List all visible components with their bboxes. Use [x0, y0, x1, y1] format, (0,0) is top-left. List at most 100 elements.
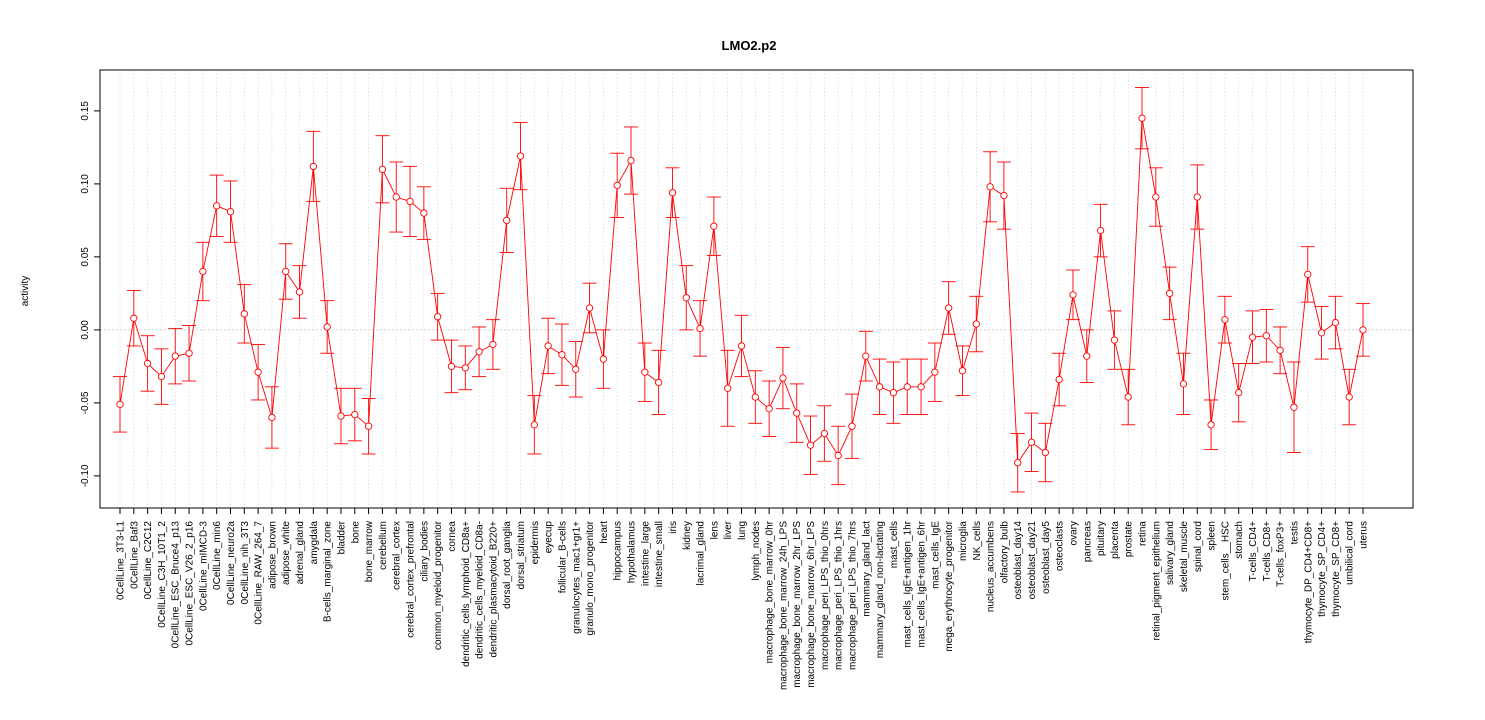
- data-point: [461, 364, 469, 372]
- y-axis-label: activity: [20, 276, 31, 307]
- data-point: [1152, 193, 1160, 201]
- x-tick-label: macrophage_bone_marrow_0hr: [765, 520, 776, 663]
- data-point: [1193, 193, 1201, 201]
- data-point: [889, 389, 898, 397]
- data-point: [143, 359, 152, 368]
- data-point: [875, 383, 884, 391]
- data-point: [945, 304, 953, 312]
- x-tick-label: lacrimal_gland: [696, 521, 707, 585]
- data-point: [986, 183, 994, 191]
- data-point: [1235, 389, 1243, 397]
- data-point: [585, 304, 594, 312]
- data-point: [503, 216, 511, 225]
- data-point: [641, 368, 649, 376]
- x-tick-label: osteoclasts: [1055, 521, 1066, 571]
- x-tick-label: stem_cells__HSC: [1220, 521, 1231, 600]
- data-point: [516, 152, 525, 160]
- x-tick-label: NK_cells: [972, 521, 983, 560]
- plot-frame: [99, 69, 1414, 509]
- data-point: [1304, 270, 1312, 279]
- x-tick-label: lymph_nodes: [751, 521, 762, 580]
- data-point: [489, 340, 497, 349]
- x-tick-label: cerebellum: [378, 521, 389, 570]
- data-point: [116, 400, 124, 408]
- data-point: [1221, 316, 1229, 324]
- x-tick-label: bone: [350, 521, 361, 544]
- series-line: [119, 118, 1364, 465]
- data-point: [917, 383, 925, 391]
- data-point: [434, 313, 442, 321]
- data-point: [599, 355, 608, 363]
- x-tick-label: thymocyte_SP_CD4+: [1317, 521, 1328, 617]
- x-tick-label: olfactory_bulb: [999, 521, 1010, 584]
- data-point: [627, 156, 635, 165]
- data-point: [213, 202, 221, 210]
- x-tick-label: follicular_B-cells: [557, 521, 568, 593]
- x-tick-label: hippocampus: [613, 521, 624, 580]
- data-point: [572, 365, 580, 373]
- x-tick-label: 0CellLine_mIMCD-3: [198, 521, 209, 611]
- x-tick-label: lens: [709, 521, 720, 539]
- data-point: [364, 422, 373, 430]
- x-tick-label: macrophage_peri_LPS_thio_7hrs: [847, 521, 858, 670]
- y-tick-label: 0.05: [80, 247, 91, 267]
- x-tick-label: heart: [599, 521, 610, 544]
- data-point: [668, 188, 677, 197]
- data-point: [447, 362, 456, 371]
- data-point: [226, 207, 235, 216]
- x-tick-label: spinal_cord: [1193, 521, 1204, 572]
- grid-layer: [100, 70, 1413, 508]
- x-tick-label: 0CellLine_3T3-L1: [116, 521, 127, 600]
- x-tick-label: liver: [723, 520, 734, 539]
- data-point: [530, 421, 538, 429]
- data-point: [793, 409, 801, 417]
- data-point: [558, 351, 566, 359]
- x-tick-label: osteoblast_day14: [1013, 521, 1024, 600]
- x-tick-label: dorsal_root_ganglia: [502, 521, 513, 609]
- data-point: [1290, 403, 1298, 411]
- data-point: [1096, 226, 1105, 235]
- data-point: [1041, 448, 1049, 457]
- data-point: [1345, 393, 1353, 401]
- x-tick-label: T-cells_CD4+: [1248, 521, 1259, 581]
- x-tick-label: epidermis: [530, 521, 541, 564]
- x-tick-label: pituitary: [1096, 521, 1107, 556]
- data-point: [1055, 375, 1063, 384]
- data-point: [724, 384, 732, 392]
- x-tick-label: retinal_pigment_epithelium: [1151, 521, 1162, 641]
- data-point: [696, 324, 704, 333]
- data-point: [157, 372, 166, 381]
- x-tick-label: mast_cells_IgE: [930, 521, 941, 589]
- data-point: [737, 342, 746, 350]
- data-point: [323, 323, 331, 331]
- x-tick-label: mammary_gland_lact: [861, 521, 872, 617]
- x-tick-label: cerebral_cortex_prefrontal: [406, 521, 417, 638]
- data-point: [862, 352, 870, 360]
- x-tick-label: bone_marrow: [364, 520, 375, 582]
- x-tick-label: bladder: [336, 520, 347, 554]
- x-tick-label: uterus: [1359, 521, 1370, 549]
- x-tick-label: 0CellLine_neuro2a: [226, 521, 237, 605]
- x-tick-label: prostate: [1124, 521, 1135, 558]
- data-point: [406, 197, 414, 206]
- x-tick-label: thymocyte_SP_CD8+: [1331, 521, 1342, 617]
- data-point: [130, 314, 138, 322]
- data-point: [1262, 332, 1270, 340]
- data-point: [254, 368, 262, 376]
- x-tick-label: ciliary_bodies: [419, 521, 430, 582]
- data-point: [1331, 318, 1340, 327]
- y-tick-label: 0.10: [80, 174, 91, 194]
- data-point: [351, 410, 359, 419]
- data-point: [806, 441, 815, 449]
- x-tick-label: adipose_brown: [267, 521, 278, 589]
- data-point: [1248, 333, 1257, 341]
- x-tick-label: stomach: [1234, 521, 1245, 559]
- x-tick-label: 0CellLine_RAW_264_7: [254, 521, 265, 625]
- x-tick-label: pancreas: [1082, 521, 1093, 562]
- x-tick-label: mast_cells: [889, 521, 900, 568]
- x-tick-label: testis: [1289, 521, 1300, 544]
- data-point: [654, 378, 663, 387]
- x-tick-label: amygdala: [309, 521, 320, 565]
- y-tick-label: -0.05: [80, 391, 91, 414]
- x-tick-label: microglia: [958, 521, 969, 561]
